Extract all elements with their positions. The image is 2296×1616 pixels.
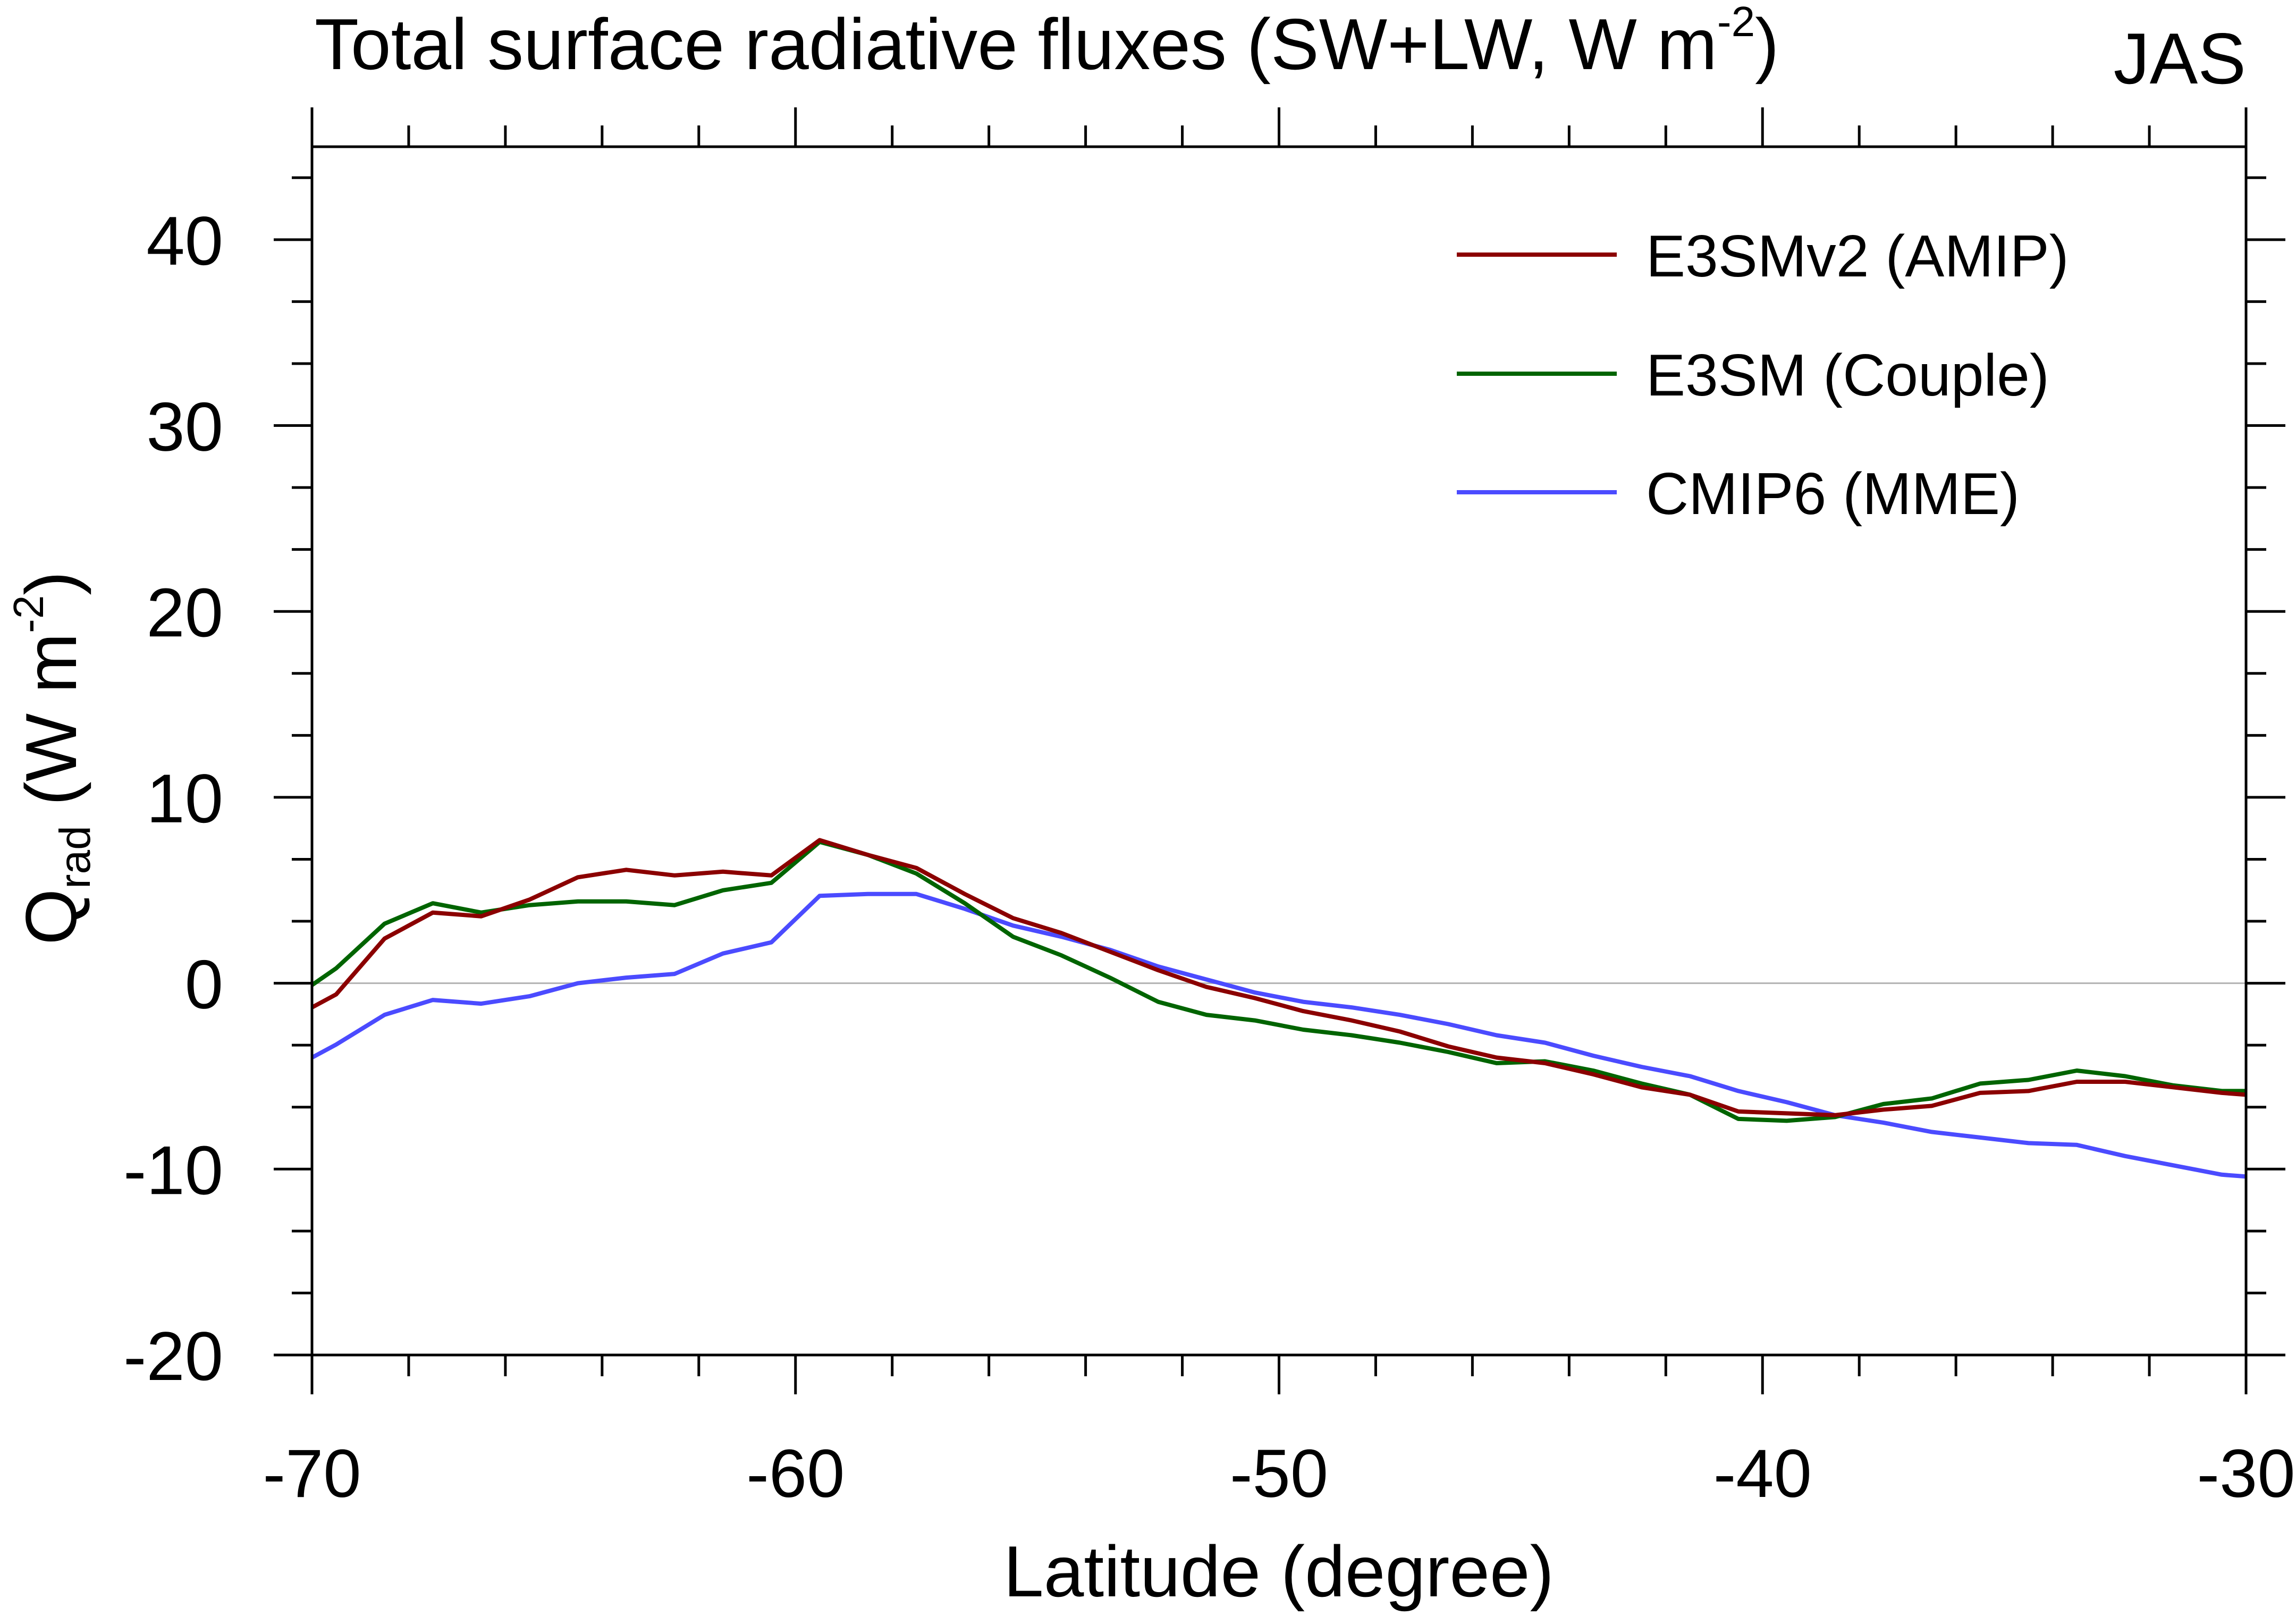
x-tick-label: -40	[1713, 1436, 1812, 1512]
series-line-e3smv2-amip	[311, 838, 2247, 1117]
chart-title-close: )	[1755, 4, 1779, 85]
y-tick-label: -20	[123, 1317, 223, 1395]
y-axis-label-subscript: rad	[51, 826, 99, 889]
chart-title-superscript: -2	[1717, 0, 1755, 45]
chart-title: Total surface radiative fluxes (SW+LW, W…	[315, 0, 1779, 85]
y-tick-label: 20	[146, 574, 223, 651]
plot-frame	[310, 145, 2248, 1357]
legend-label-e3sm-couple: E3SM (Couple)	[1646, 342, 2049, 408]
legend: E3SMv2 (AMIP) E3SM (Couple) CMIP6 (MME)	[1457, 223, 2069, 527]
x-tick-label: -30	[2197, 1436, 2295, 1512]
y-tick-label: 0	[185, 946, 223, 1023]
y-tick-label: 30	[146, 388, 223, 466]
x-axis-label: Latitude (degree)	[1003, 1531, 1554, 1612]
y-tick-label: -10	[123, 1131, 223, 1209]
legend-item-e3smv2-amip: E3SMv2 (AMIP)	[1457, 223, 2069, 289]
chart-title-text: Total surface radiative fluxes (SW+LW, W…	[315, 4, 1717, 85]
y-axis-label-superscript: -2	[5, 595, 52, 633]
y-axis-label-close: )	[11, 571, 91, 595]
legend-label-cmip6-mme: CMIP6 (MME)	[1646, 461, 2020, 527]
series-line-e3sm-couple	[310, 839, 2246, 1123]
y-axis-label-units: (W m	[11, 633, 91, 826]
legend-label-e3smv2-amip: E3SMv2 (AMIP)	[1646, 223, 2069, 289]
x-tick-label: -50	[1230, 1436, 1328, 1512]
y-tick-label: 40	[146, 202, 223, 280]
x-tick-label: -70	[263, 1436, 361, 1512]
series-lines	[310, 838, 2247, 1179]
legend-item-cmip6-mme: CMIP6 (MME)	[1457, 461, 2020, 527]
y-axis-label: Qrad (W m-2)	[5, 571, 99, 945]
tick-labels: -70 -60 -50 -40 -30 -20 -10 0 10 20 30 40	[123, 202, 2295, 1512]
y-axis-label-symbol: Q	[11, 889, 91, 945]
axis-ticks	[274, 107, 2285, 1394]
x-tick-label: -60	[746, 1436, 845, 1512]
season-label: JAS	[2114, 18, 2246, 99]
legend-item-e3sm-couple: E3SM (Couple)	[1457, 342, 2049, 408]
y-tick-label: 10	[146, 760, 223, 837]
series-line-cmip6-mme	[311, 891, 2247, 1179]
